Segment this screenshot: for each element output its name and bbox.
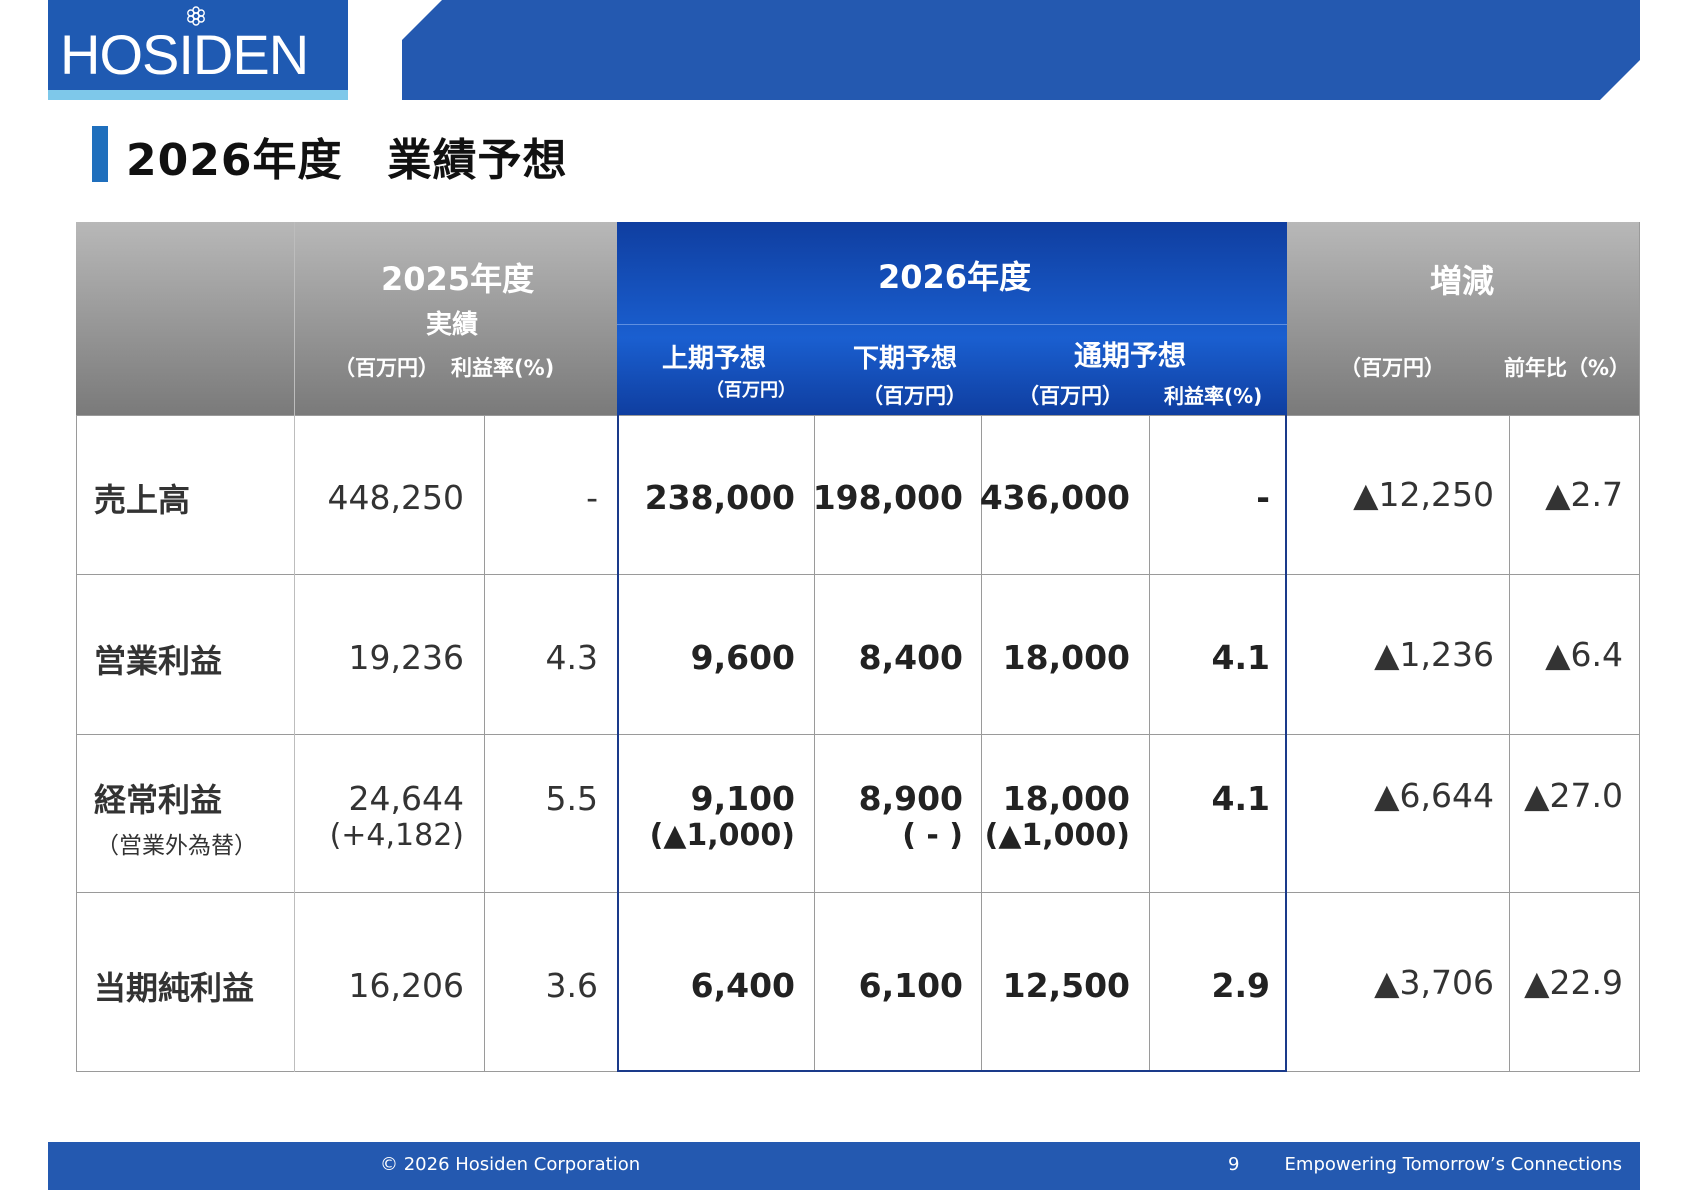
cell-sales-2025-margin: - bbox=[586, 478, 598, 517]
cell-net-fy: 12,500 bbox=[1002, 966, 1130, 1005]
header-second-half: 下期予想 bbox=[853, 344, 958, 374]
row-sublabel-fx: （営業外為替） bbox=[96, 833, 257, 859]
row-divider bbox=[76, 892, 1640, 893]
cell-sales-fy: 436,000 bbox=[979, 478, 1130, 517]
cell-net-2025-margin: 3.6 bbox=[545, 966, 598, 1005]
footer-copyright: © 2026 Hosiden Corporation bbox=[380, 1154, 641, 1175]
cell-ord-2025: 24,644 bbox=[348, 779, 464, 818]
col-divider bbox=[76, 415, 77, 1072]
cell-sales-h1: 238,000 bbox=[644, 478, 795, 517]
header-2025 bbox=[76, 222, 617, 415]
header-diff-pct: 前年比（%） bbox=[1504, 356, 1631, 380]
cell-net-h2: 6,100 bbox=[858, 966, 963, 1005]
cell-op-fy: 18,000 bbox=[1002, 638, 1130, 677]
row-divider bbox=[76, 734, 1640, 735]
header-full-year-unit: （百万円） bbox=[1018, 384, 1123, 408]
cell-net-pct: ▲22.9 bbox=[1524, 963, 1623, 1002]
cell-op-2025: 19,236 bbox=[348, 638, 464, 677]
cell-op-diff: ▲1,236 bbox=[1374, 635, 1494, 674]
cell-ord-fy: 18,000 bbox=[1002, 779, 1130, 818]
header-2025-year: 2025年度 bbox=[381, 260, 535, 298]
footer-tagline: Empowering Tomorrow’s Connections bbox=[1284, 1154, 1622, 1175]
cell-ord-diff: ▲6,644 bbox=[1374, 776, 1494, 815]
logo-box bbox=[48, 0, 348, 100]
cell-ord-2026-margin: 4.1 bbox=[1211, 779, 1270, 818]
row-divider bbox=[76, 574, 1640, 575]
header-2026-divider bbox=[617, 324, 1287, 325]
footer-bar: © 2026 Hosiden Corporation 9 Empowering … bbox=[48, 1142, 1640, 1190]
cell-net-h1: 6,400 bbox=[690, 966, 795, 1005]
forecast-highlight-frame bbox=[617, 415, 1287, 1072]
header-2026-margin: 利益率(%) bbox=[1164, 384, 1263, 408]
cell-net-2025: 16,206 bbox=[348, 966, 464, 1005]
cell-net-diff: ▲3,706 bbox=[1374, 963, 1494, 1002]
col-divider bbox=[981, 415, 982, 1072]
row-label-ordinary-income: 経常利益 bbox=[94, 781, 223, 819]
row-label-net-income: 当期純利益 bbox=[94, 969, 255, 1007]
col-divider bbox=[814, 415, 815, 1072]
header-diff-unit: （百万円） bbox=[1340, 356, 1445, 380]
cell-sales-pct: ▲2.7 bbox=[1545, 475, 1623, 514]
footer-page-number: 9 bbox=[1228, 1154, 1240, 1175]
col-divider bbox=[294, 222, 295, 1072]
cell-net-2026-margin: 2.9 bbox=[1211, 966, 1270, 1005]
header-2025-margin: 利益率(%) bbox=[451, 356, 555, 380]
row-divider bbox=[76, 415, 1640, 416]
cell-ord-fy-fx: (▲1,000) bbox=[984, 818, 1130, 853]
page-title: 2026年度 業績予想 bbox=[126, 135, 568, 186]
cell-ord-pct: ▲27.0 bbox=[1524, 776, 1623, 815]
header-2026-year: 2026年度 bbox=[878, 258, 1032, 296]
cell-ord-h1: 9,100 bbox=[690, 779, 795, 818]
header-diff-title: 増減 bbox=[1430, 262, 1495, 300]
logo-accent-strip bbox=[48, 90, 348, 100]
cell-sales-h2: 198,000 bbox=[812, 478, 963, 517]
cell-sales-diff: ▲12,250 bbox=[1353, 475, 1494, 514]
flower-logo-icon bbox=[187, 6, 205, 26]
header-first-half: 上期予想 bbox=[662, 344, 767, 374]
cell-op-h2: 8,400 bbox=[858, 638, 963, 677]
header-full-year: 通期予想 bbox=[1074, 339, 1187, 372]
header-second-half-unit: （百万円） bbox=[862, 384, 967, 408]
cell-op-2026-margin: 4.1 bbox=[1211, 638, 1270, 677]
header-diff bbox=[1287, 222, 1640, 415]
row-label-operating-income: 営業利益 bbox=[94, 642, 223, 680]
col-divider bbox=[1639, 222, 1640, 1072]
cell-op-2025-margin: 4.3 bbox=[545, 638, 598, 677]
cell-op-pct: ▲6.4 bbox=[1545, 635, 1623, 674]
cell-op-h1: 9,600 bbox=[690, 638, 795, 677]
header-band bbox=[402, 0, 1640, 100]
header-first-half-unit: （百万円） bbox=[706, 380, 796, 401]
row-label-sales: 売上高 bbox=[94, 481, 191, 519]
forecast-table: 2025年度 実績 （百万円） 利益率(%) 2026年度 上期予想 （百万円）… bbox=[76, 222, 1640, 1072]
cell-ord-2025-fx: (+4,182) bbox=[329, 818, 464, 853]
cell-sales-2025: 448,250 bbox=[327, 478, 464, 517]
cell-sales-2026-margin: - bbox=[1256, 478, 1270, 517]
header-2025-sub: 実績 bbox=[426, 310, 479, 340]
header-2026 bbox=[617, 222, 1287, 415]
col-divider bbox=[1509, 415, 1510, 1072]
col-divider bbox=[484, 415, 485, 1072]
title-accent-bar bbox=[92, 126, 108, 182]
header-2025-unit: （百万円） bbox=[334, 356, 439, 380]
cell-ord-h2: 8,900 bbox=[858, 779, 963, 818]
company-logo: HOSIDEN bbox=[60, 23, 309, 86]
cell-ord-2025-margin: 5.5 bbox=[545, 779, 598, 818]
col-divider bbox=[1149, 415, 1150, 1072]
cell-ord-h1-fx: (▲1,000) bbox=[649, 818, 795, 853]
cell-ord-h2-fx: ( - ) bbox=[902, 818, 963, 853]
